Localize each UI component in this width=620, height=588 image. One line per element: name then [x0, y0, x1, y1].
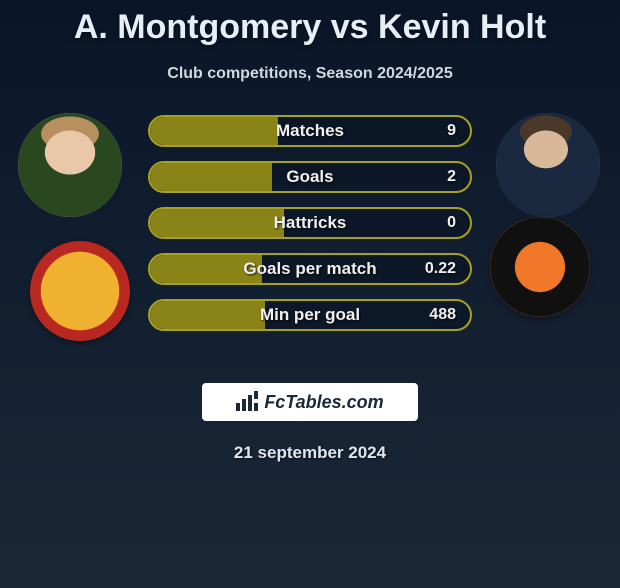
page-title: A. Montgomery vs Kevin Holt: [10, 8, 610, 47]
stat-label: Goals per match: [150, 255, 470, 283]
player-left-avatar: [18, 113, 122, 217]
club-right-badge: [490, 217, 590, 317]
bar-chart-icon: [236, 393, 258, 411]
brand-label: FcTables.com: [264, 392, 383, 413]
stat-label: Goals: [150, 163, 470, 191]
player-left-avatar-img: [18, 113, 122, 217]
stat-bar: Hattricks0: [148, 207, 472, 239]
stat-value: 0.22: [425, 255, 456, 283]
stat-label: Matches: [150, 117, 470, 145]
comparison-card: A. Montgomery vs Kevin Holt Club competi…: [0, 8, 620, 463]
stat-value: 488: [429, 301, 456, 329]
club-left-badge: [30, 241, 130, 341]
stat-value: 0: [447, 209, 456, 237]
subtitle: Club competitions, Season 2024/2025: [10, 65, 610, 83]
player-right-avatar: [496, 113, 600, 217]
club-left-badge-inner: [30, 241, 130, 341]
date-label: 21 september 2024: [10, 443, 610, 463]
stat-value: 2: [447, 163, 456, 191]
main-area: Matches9Goals2Hattricks0Goals per match0…: [10, 113, 610, 373]
stat-bar: Goals2: [148, 161, 472, 193]
brand-box: FcTables.com: [202, 383, 418, 421]
stat-label: Hattricks: [150, 209, 470, 237]
player-right-avatar-img: [496, 113, 600, 217]
stat-label: Min per goal: [150, 301, 470, 329]
stat-bar: Goals per match0.22: [148, 253, 472, 285]
stat-bars: Matches9Goals2Hattricks0Goals per match0…: [148, 115, 472, 345]
stat-value: 9: [447, 117, 456, 145]
stat-bar: Matches9: [148, 115, 472, 147]
stat-bar: Min per goal488: [148, 299, 472, 331]
club-right-badge-inner: [490, 217, 590, 317]
